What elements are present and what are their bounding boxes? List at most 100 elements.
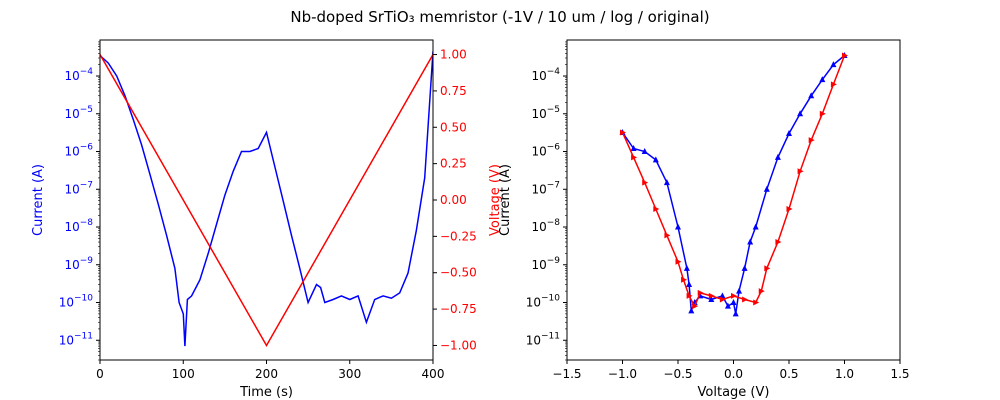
- data-point: [786, 206, 793, 213]
- series-line-1: [621, 54, 845, 315]
- series-line-2: [100, 54, 433, 348]
- x-axis-title: Voltage (V): [698, 385, 770, 400]
- data-point: [683, 264, 690, 271]
- data-point: [631, 154, 638, 161]
- data-point: [653, 206, 660, 213]
- data-point: [688, 307, 695, 314]
- data-point: [775, 239, 782, 246]
- data-point: [686, 281, 693, 288]
- data-point: [741, 264, 748, 271]
- data-point: [708, 296, 715, 303]
- data-point: [675, 223, 681, 230]
- y-tick-label: 10−4: [531, 67, 560, 83]
- y-tick-label: 10−6: [531, 143, 560, 159]
- data-point: [819, 110, 826, 117]
- data-point: [830, 61, 837, 68]
- x-axis-title: Time (s): [239, 385, 293, 400]
- x-tick-label: −0.5: [663, 367, 692, 381]
- data-point: [808, 137, 815, 144]
- y-axis-title: Current (A): [31, 164, 46, 236]
- data-point: [620, 129, 626, 136]
- data-point: [752, 223, 759, 230]
- x-tick-label: 0.0: [724, 367, 743, 381]
- data-point: [724, 302, 731, 309]
- data-point: [764, 265, 771, 272]
- series-line-2: [621, 55, 846, 308]
- plot-frame: [566, 39, 901, 361]
- chart-time: 0 100 200 300 400 10−4 10−5 10−6 10−7 10−8 10−9 10−…: [31, 39, 503, 400]
- y-tick-label: 10−10: [59, 294, 94, 310]
- y2-tick-label: −0.50: [440, 266, 477, 280]
- data-point: [641, 148, 648, 155]
- data-point: [763, 185, 770, 192]
- y-tick-label: 10−4: [64, 67, 93, 83]
- y-tick-label: 10−8: [64, 218, 93, 234]
- data-point: [830, 81, 837, 88]
- data-point: [758, 288, 765, 295]
- y2-tick-label: −1.00: [440, 338, 477, 352]
- y2-tick-label: 0.00: [440, 193, 467, 207]
- y-tick-label: 10−11: [59, 331, 93, 347]
- y2-tick-label: −0.25: [440, 229, 477, 243]
- y-tick-label: 10−11: [526, 331, 560, 347]
- data-point: [797, 168, 804, 175]
- data-point: [742, 296, 749, 303]
- y-tick-label: 10−7: [531, 180, 560, 196]
- y2-axis-title: Voltage (V): [488, 164, 503, 236]
- x-tick-label: 200: [255, 367, 278, 381]
- y-tick-label: 10−5: [531, 105, 560, 121]
- data-point: [663, 179, 670, 186]
- x-tick-label: −1.0: [608, 367, 637, 381]
- data-point: [747, 238, 754, 245]
- x-tick-label: 100: [172, 367, 195, 381]
- y-tick-label: 10−9: [531, 256, 560, 272]
- data-point: [692, 303, 699, 310]
- data-point: [774, 153, 781, 160]
- data-point: [719, 292, 726, 299]
- y-tick-label: 10−10: [526, 294, 561, 310]
- x-tick-label: 300: [338, 367, 361, 381]
- y2-tick-label: 0.50: [440, 120, 467, 134]
- data-point: [642, 179, 649, 186]
- data-point: [630, 145, 637, 152]
- data-point: [736, 287, 743, 294]
- y2-tick-label: 0.25: [440, 157, 467, 171]
- data-point: [681, 276, 688, 283]
- x-tick-label: 400: [422, 367, 445, 381]
- data-point: [842, 52, 848, 59]
- y2-tick-label: 0.75: [440, 84, 467, 98]
- y-tick-label: 10−8: [531, 218, 560, 234]
- plot-frame: [99, 39, 434, 361]
- data-point: [652, 156, 659, 163]
- data-point: [664, 232, 671, 239]
- data-point: [753, 299, 760, 306]
- figure-title: Nb-doped SrTiO₃ memristor (-1V / 10 um /…: [290, 8, 709, 26]
- data-point: [819, 76, 826, 83]
- y-tick-label: 10−9: [64, 256, 93, 272]
- data-point: [731, 292, 737, 299]
- y-tick-label: 10−7: [64, 180, 93, 196]
- data-point: [786, 130, 792, 137]
- data-point: [808, 92, 815, 99]
- data-point: [797, 110, 804, 117]
- y-tick-label: 10−6: [64, 143, 93, 159]
- data-point: [732, 310, 739, 317]
- data-point: [686, 292, 693, 299]
- data-point: [708, 292, 715, 299]
- x-tick-label: −1.5: [552, 367, 581, 381]
- x-tick-label: 1.5: [890, 367, 909, 381]
- x-tick-label: 0.5: [779, 367, 798, 381]
- y2-tick-label: 1.00: [440, 48, 467, 62]
- x-tick-label: 0: [96, 367, 104, 381]
- x-tick-label: 1.0: [835, 367, 854, 381]
- data-point: [697, 289, 704, 296]
- data-point: [675, 258, 682, 265]
- y-tick-label: 10−5: [64, 105, 93, 121]
- data-point: [730, 299, 737, 306]
- series-line-1: [100, 51, 433, 347]
- y-axis-title: Current (A): [498, 164, 513, 236]
- y2-tick-label: −0.75: [440, 302, 477, 316]
- chart-voltage: −1.5 −1.0 −0.5 0.0 0.5 1.0 1.5 10−4 10−5 10−6 10−7…: [498, 39, 910, 400]
- data-point: [719, 296, 726, 303]
